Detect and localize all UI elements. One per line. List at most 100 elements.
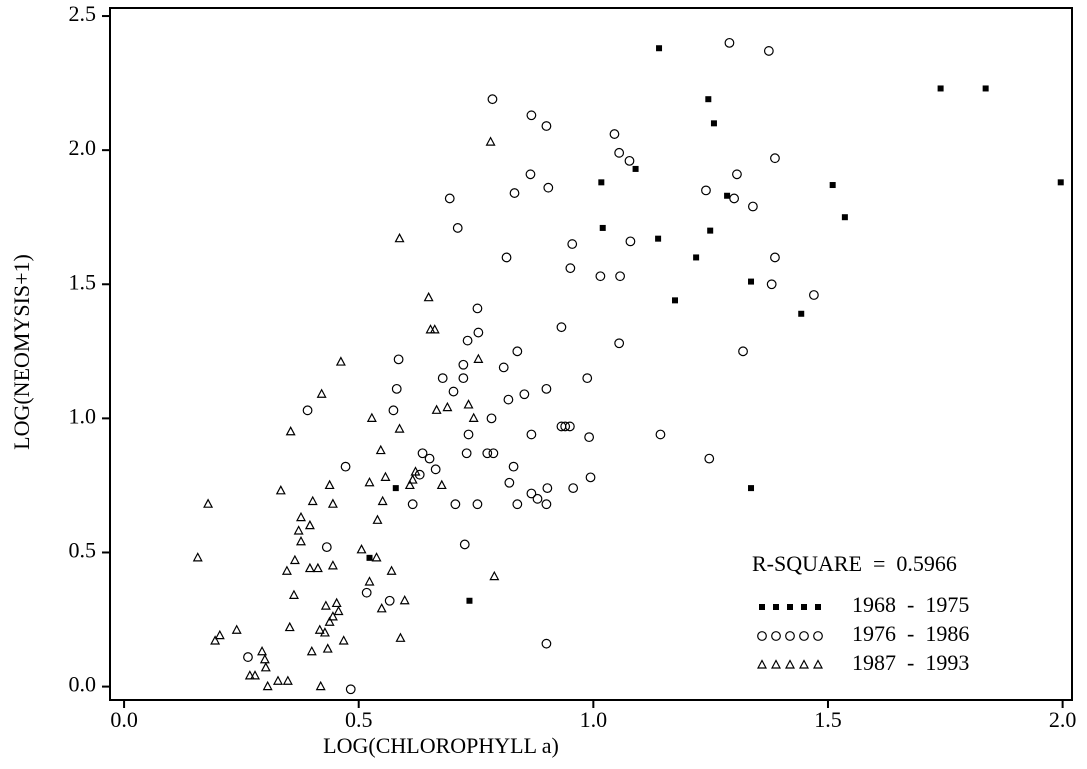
point [324,479,335,490]
point [430,464,441,475]
point [738,346,748,357]
point [450,499,461,510]
point [829,182,836,189]
point [656,45,663,52]
point [371,552,382,562]
point [437,373,448,384]
point [315,680,326,691]
point [710,120,717,127]
point [582,373,593,384]
point [614,338,625,349]
point [585,472,596,483]
point [384,595,395,606]
point [770,153,780,164]
point [391,383,402,394]
point [452,223,463,233]
legend-marker [787,604,793,610]
point [841,214,848,221]
point [798,310,805,317]
point [275,485,286,495]
point [462,335,473,346]
y-tick-label: 2.0 [69,135,97,160]
point [486,413,497,424]
x-tick-label: 0.5 [345,707,373,732]
point [304,519,315,530]
point [361,587,372,598]
x-tick-label: 1.5 [814,707,842,732]
point [335,356,346,366]
point [436,479,447,490]
point [364,576,375,586]
point [289,554,300,565]
point [541,121,552,131]
point [262,680,273,691]
legend-marker [773,604,779,610]
point [614,147,625,158]
point [319,627,330,637]
point [214,629,225,640]
point [404,479,415,490]
point [482,448,493,459]
point [488,448,499,459]
point [463,429,474,440]
point [377,495,388,506]
point [473,327,484,338]
point [322,643,333,653]
point [307,495,318,506]
plot-frame [109,7,1073,701]
y-tick-label: 1.5 [69,269,97,294]
point [543,182,554,193]
point [364,476,375,487]
point [257,645,268,656]
point [556,322,567,333]
point [314,624,325,634]
point [392,485,399,492]
legend-label: 1968 - 1975 [852,592,969,617]
point [366,412,377,422]
point [458,359,469,370]
point [766,279,777,290]
legend-marker [813,631,823,641]
point [250,670,261,680]
point [458,373,469,384]
x-tick-label: 1.0 [580,707,608,732]
legend-marker [757,659,767,669]
point [724,37,735,48]
point [304,562,315,573]
point [281,565,292,575]
point [655,429,666,440]
point [701,185,711,196]
point [282,675,293,685]
point [327,611,338,621]
legend-marker [757,631,767,641]
point [312,562,323,573]
point [380,471,391,481]
point [321,542,332,553]
point [338,635,349,645]
y-tick-label: 0.5 [69,538,97,563]
point [295,535,306,546]
point [295,511,306,522]
point [461,448,472,459]
point [243,652,253,662]
point [489,570,500,581]
point [615,271,625,282]
legend-marker [785,659,795,669]
point [732,169,742,180]
legend-marker [799,659,809,669]
legend-label: 1987 - 1993 [852,650,969,675]
legend-marker [813,659,823,669]
y-axis-title: LOG(NEOMYSIS+1) [9,254,34,450]
point [512,346,523,357]
point [747,201,758,212]
point [937,85,944,92]
point [693,254,700,261]
point [599,224,606,231]
point [259,653,270,664]
point [542,483,553,494]
point [306,645,317,656]
point [541,638,552,649]
point [417,448,428,459]
point [748,485,755,492]
point [748,278,755,285]
